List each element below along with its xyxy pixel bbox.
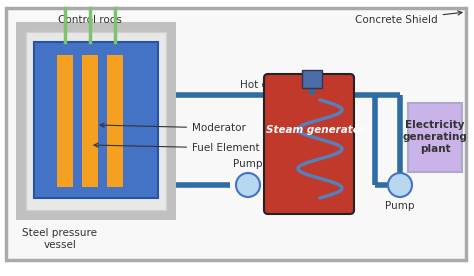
Text: Steam generator: Steam generator bbox=[266, 125, 365, 135]
Circle shape bbox=[388, 173, 412, 197]
FancyBboxPatch shape bbox=[264, 74, 354, 214]
Text: Cool coolant: Cool coolant bbox=[267, 201, 332, 211]
Text: Moderator: Moderator bbox=[100, 123, 246, 133]
Text: Steel pressure
vessel: Steel pressure vessel bbox=[22, 228, 98, 250]
Bar bbox=[26, 32, 166, 210]
Circle shape bbox=[236, 173, 260, 197]
Text: Hot coolant: Hot coolant bbox=[240, 80, 300, 90]
Bar bbox=[57, 55, 73, 187]
Bar bbox=[16, 22, 176, 220]
FancyBboxPatch shape bbox=[408, 103, 462, 172]
Bar bbox=[34, 42, 158, 198]
Text: Electricity
generating
plant: Electricity generating plant bbox=[402, 120, 467, 154]
Text: Pump: Pump bbox=[233, 159, 263, 169]
Text: Concrete Shield: Concrete Shield bbox=[355, 11, 462, 25]
Text: Pump: Pump bbox=[385, 201, 415, 211]
Bar bbox=[107, 55, 123, 187]
Bar bbox=[82, 55, 98, 187]
Text: Fuel Element: Fuel Element bbox=[94, 143, 260, 153]
Bar bbox=[302, 70, 322, 88]
Text: Control rods: Control rods bbox=[58, 15, 122, 25]
